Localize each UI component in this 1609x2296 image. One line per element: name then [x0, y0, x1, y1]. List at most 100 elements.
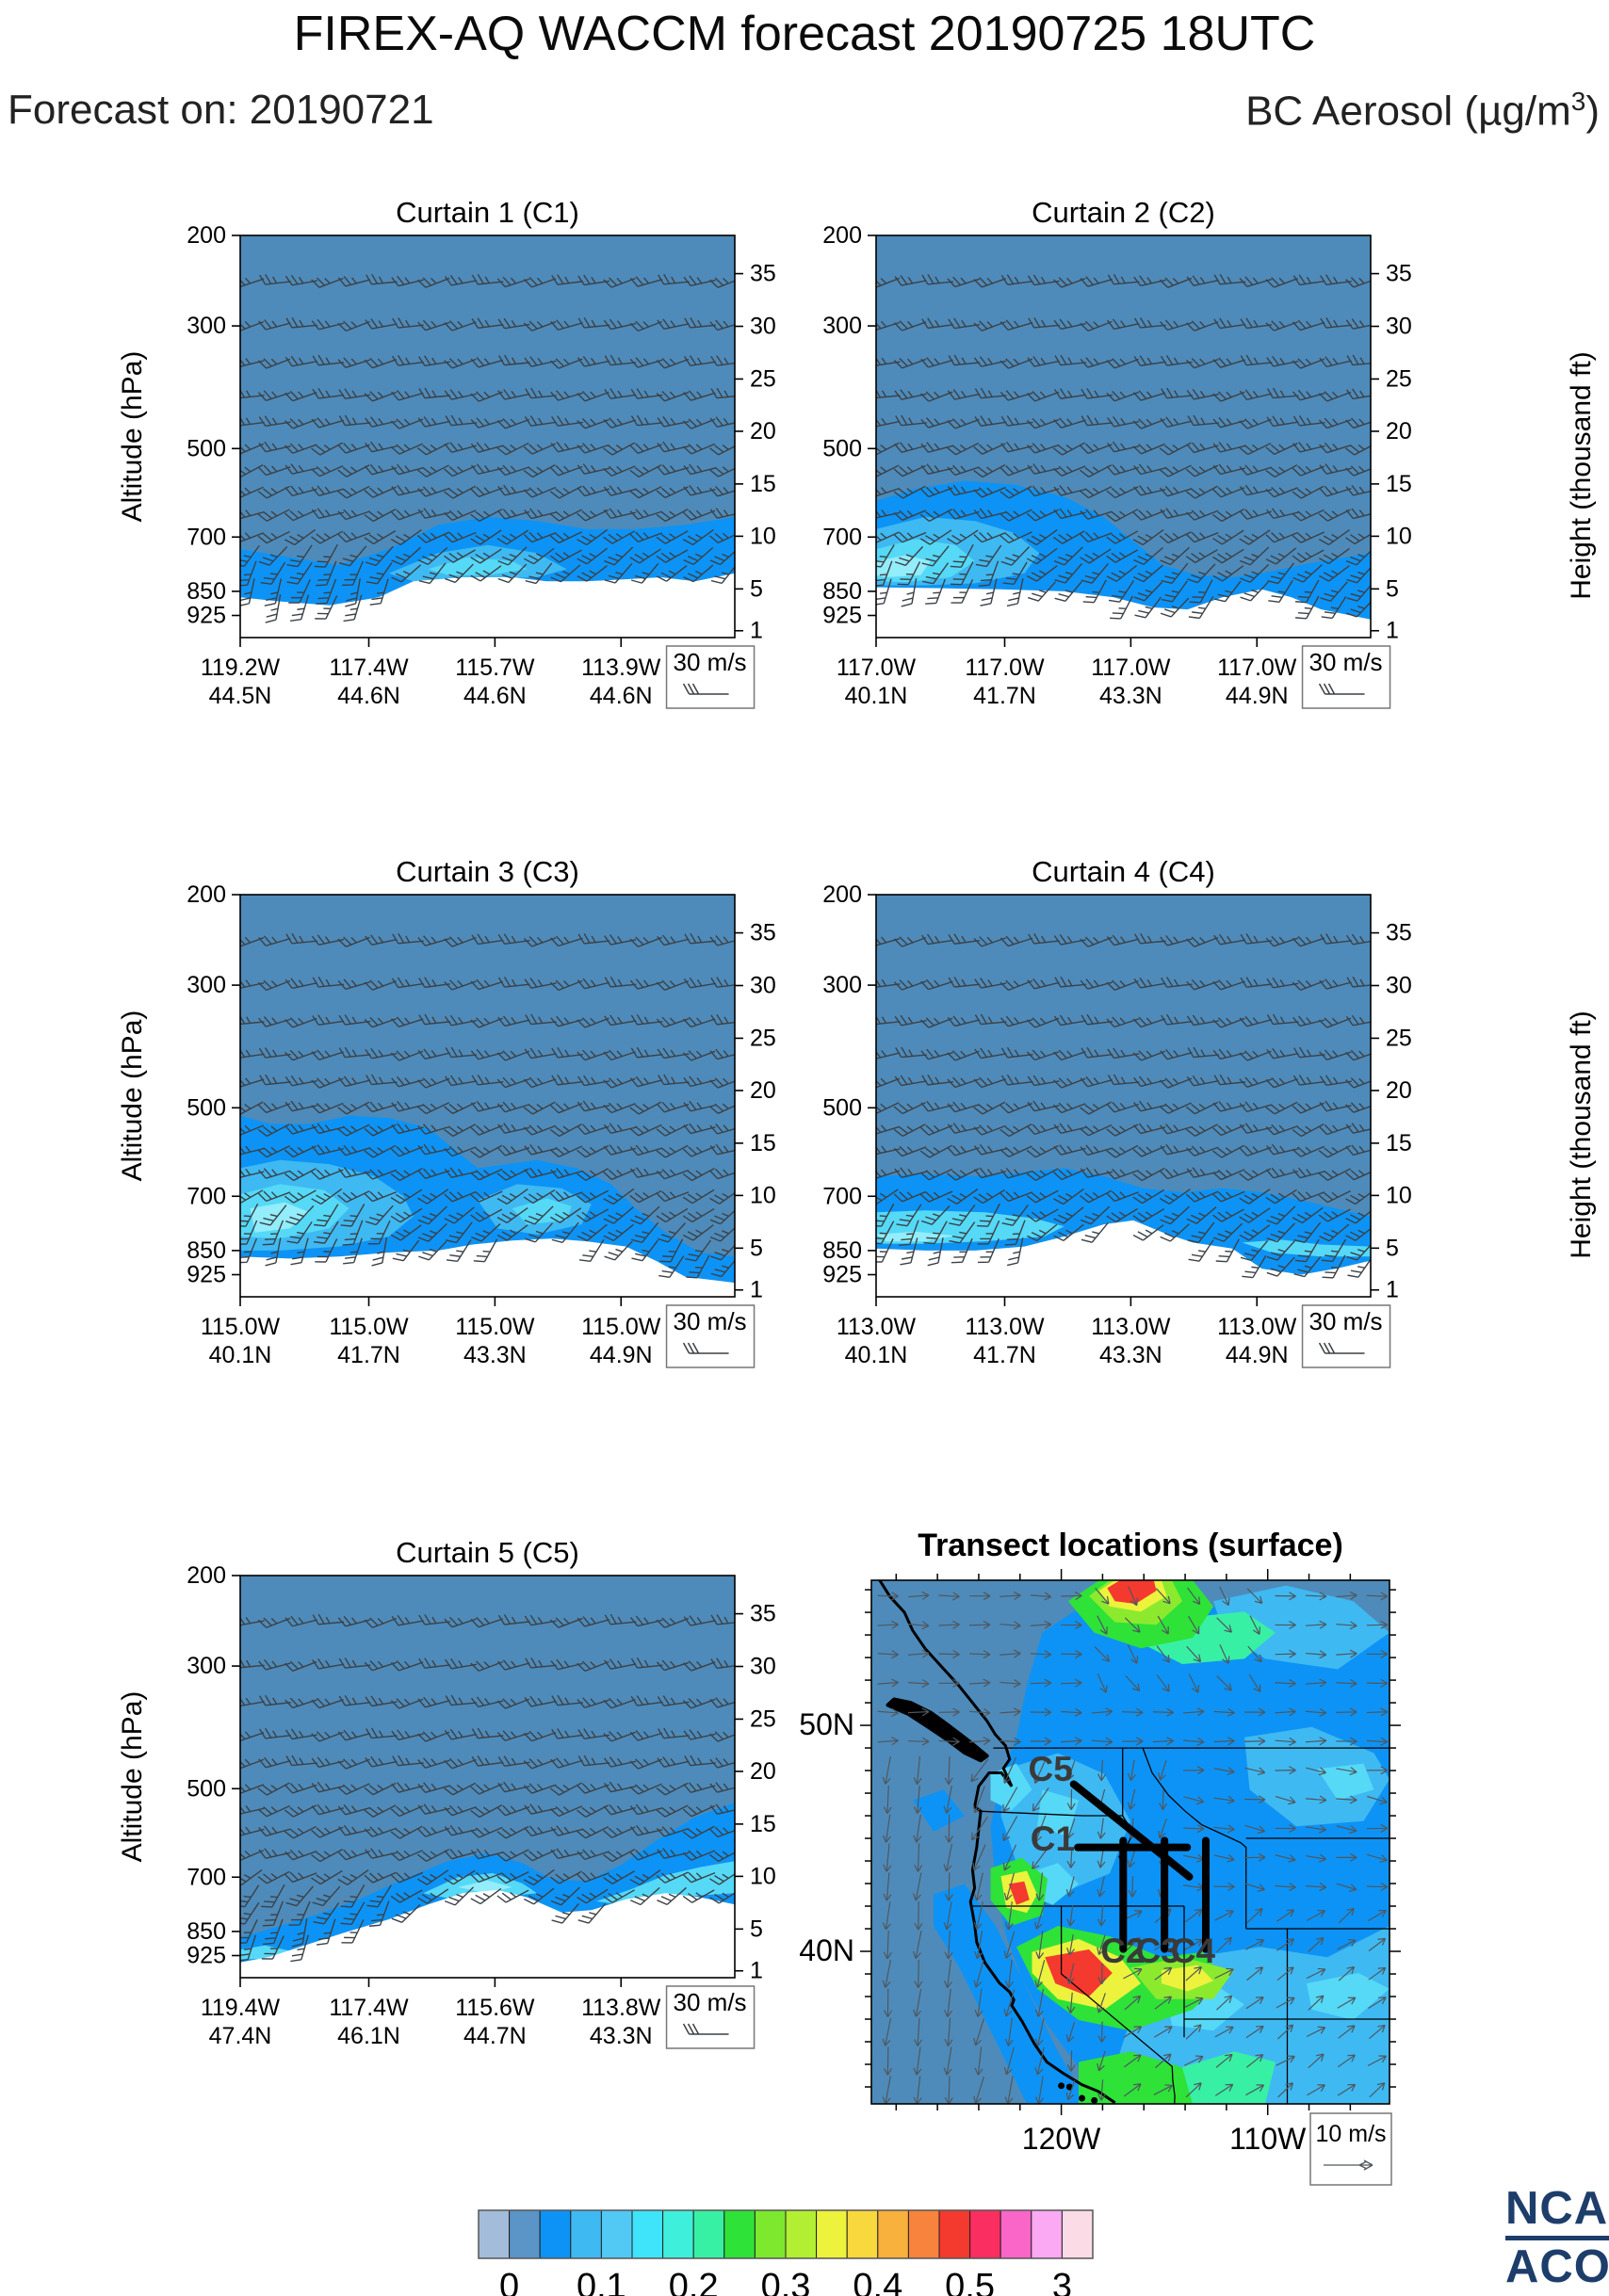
svg-text:1: 1: [1386, 618, 1399, 644]
height-axis-label: Height (thousand ft): [1566, 1011, 1597, 1258]
svg-text:115.0W: 115.0W: [581, 1314, 661, 1340]
svg-text:46.1N: 46.1N: [337, 2023, 400, 2049]
svg-text:25: 25: [1386, 365, 1412, 392]
svg-text:10: 10: [1386, 1182, 1412, 1208]
svg-text:850: 850: [187, 1237, 226, 1264]
svg-text:5: 5: [1386, 1235, 1399, 1261]
svg-text:25: 25: [750, 1025, 776, 1051]
wind-arrow-field: [877, 1586, 1389, 2104]
svg-text:41.7N: 41.7N: [973, 683, 1036, 709]
map-title: Transect locations (surface): [918, 1528, 1343, 1563]
svg-text:41.7N: 41.7N: [973, 1342, 1036, 1368]
svg-text:925: 925: [187, 603, 226, 629]
ncar-acom-logo: NCAR ACOM: [1505, 2185, 1609, 2290]
barb-legend: 30 m/s: [1301, 1304, 1391, 1368]
svg-text:850: 850: [822, 1237, 862, 1264]
svg-text:5: 5: [750, 575, 763, 602]
colorbar-tick-label: 0.5: [945, 2267, 995, 2296]
wind-barb-field: [876, 932, 1371, 1279]
svg-text:30 m/s: 30 m/s: [674, 1307, 747, 1335]
svg-text:44.9N: 44.9N: [1226, 683, 1289, 709]
svg-text:5: 5: [750, 1916, 763, 1942]
svg-text:117.0W: 117.0W: [1091, 655, 1171, 681]
acom-logo-text: ACOM: [1505, 2241, 1609, 2290]
svg-text:1: 1: [1386, 1277, 1399, 1303]
svg-text:925: 925: [187, 1943, 226, 1969]
svg-text:119.2W: 119.2W: [201, 655, 281, 681]
svg-text:44.9N: 44.9N: [1226, 1342, 1289, 1368]
svg-text:35: 35: [750, 920, 776, 946]
vancouver-island: [886, 1697, 989, 1763]
transect-label-c4: C4: [1171, 1932, 1216, 1970]
svg-text:44.9N: 44.9N: [590, 1342, 653, 1368]
panel-title: Curtain 3 (C3): [396, 855, 579, 888]
transect-lines: [1069, 1780, 1210, 1953]
panel-title: Curtain 4 (C4): [1032, 855, 1215, 888]
svg-text:44.5N: 44.5N: [209, 683, 272, 709]
barb-legend: 30 m/s: [665, 1985, 756, 2049]
svg-text:300: 300: [822, 972, 862, 998]
svg-text:35: 35: [750, 1601, 776, 1627]
species-label: BC Aerosol (µg/m3): [1245, 87, 1600, 135]
svg-text:15: 15: [750, 471, 776, 497]
svg-text:500: 500: [822, 1094, 862, 1121]
svg-text:40.1N: 40.1N: [845, 683, 908, 709]
colorbar-tick-label: 0.4: [853, 2267, 902, 2296]
svg-text:44.6N: 44.6N: [590, 683, 653, 709]
svg-text:50N: 50N: [799, 1707, 854, 1741]
svg-text:15: 15: [1386, 471, 1412, 497]
transect-label-c1: C1: [1031, 1819, 1075, 1858]
svg-text:30 m/s: 30 m/s: [1309, 1307, 1383, 1335]
svg-text:925: 925: [187, 1262, 226, 1288]
svg-text:300: 300: [187, 313, 226, 339]
svg-text:43.3N: 43.3N: [590, 2023, 653, 2049]
svg-text:44.7N: 44.7N: [463, 2023, 527, 2049]
colorbar-tick-label: 0.2: [669, 2267, 719, 2296]
svg-text:700: 700: [822, 1183, 862, 1209]
svg-text:30 m/s: 30 m/s: [674, 648, 747, 676]
svg-text:20: 20: [1386, 1077, 1412, 1104]
svg-text:5: 5: [750, 1235, 763, 1261]
svg-text:25: 25: [750, 365, 776, 392]
panel-title: Curtain 1 (C1): [396, 196, 579, 229]
svg-text:44.6N: 44.6N: [337, 683, 400, 709]
transect-label-c3: C3: [1135, 1932, 1179, 1970]
svg-text:113.0W: 113.0W: [1091, 1314, 1171, 1340]
colorbar: 0 0.1 0.2 0.3 0.4 0.5 3: [478, 2209, 1094, 2296]
svg-text:925: 925: [822, 603, 862, 629]
svg-text:110W: 110W: [1229, 2122, 1307, 2156]
svg-text:40.1N: 40.1N: [845, 1342, 908, 1368]
svg-text:300: 300: [822, 313, 862, 339]
svg-text:500: 500: [822, 435, 862, 461]
svg-text:200: 200: [822, 881, 862, 908]
svg-text:200: 200: [822, 222, 862, 249]
svg-text:15: 15: [1386, 1130, 1412, 1156]
svg-text:300: 300: [187, 1653, 226, 1679]
svg-text:43.3N: 43.3N: [1099, 683, 1162, 709]
svg-text:10: 10: [1386, 523, 1412, 549]
svg-text:43.3N: 43.3N: [1099, 1342, 1162, 1368]
svg-text:119.4W: 119.4W: [201, 1995, 281, 2021]
colorbar-tick-label: 0: [499, 2267, 519, 2296]
svg-text:47.4N: 47.4N: [209, 2023, 272, 2049]
altitude-axis-label: Altitude (hPa): [117, 351, 148, 523]
transect-line-c5: [1069, 1780, 1194, 1881]
altitude-axis-label: Altitude (hPa): [117, 1691, 148, 1863]
panel-title: Curtain 5 (C5): [396, 1536, 579, 1569]
svg-text:35: 35: [1386, 920, 1412, 946]
svg-text:15: 15: [750, 1130, 776, 1156]
svg-text:117.0W: 117.0W: [1217, 655, 1297, 681]
svg-text:5: 5: [1386, 575, 1399, 602]
svg-text:20: 20: [750, 1758, 776, 1785]
svg-text:41.7N: 41.7N: [337, 1342, 400, 1368]
svg-text:40N: 40N: [799, 1933, 854, 1967]
svg-text:117.0W: 117.0W: [837, 655, 917, 681]
transect-label-c5: C5: [1029, 1750, 1073, 1788]
svg-text:925: 925: [822, 1262, 862, 1288]
svg-text:700: 700: [187, 1183, 226, 1209]
